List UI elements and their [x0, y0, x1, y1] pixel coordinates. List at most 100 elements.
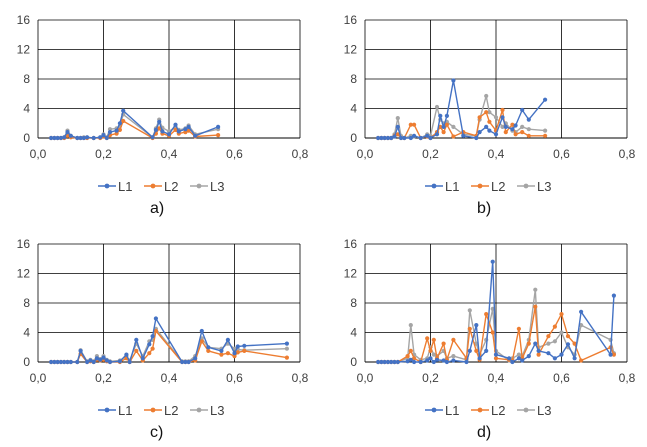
data-point-L2: [611, 352, 616, 357]
data-point-L1: [52, 135, 57, 141]
data-point-L1: [55, 135, 60, 141]
data-point-L2: [579, 358, 584, 363]
data-point-L1: [425, 133, 430, 138]
data-point-L2: [425, 336, 430, 341]
data-point-L1: [91, 135, 96, 141]
x-tick-label: 0,4: [161, 147, 178, 161]
chart-caption-c: c): [150, 424, 164, 441]
data-point-L2: [232, 354, 237, 359]
legend-label-L2: L2: [164, 179, 178, 194]
data-point-L2: [510, 122, 515, 127]
y-tick-label: 12: [17, 43, 31, 57]
data-point-L1: [444, 359, 449, 365]
data-point-L2: [467, 326, 472, 331]
data-point-L1: [382, 135, 387, 141]
data-point-L2: [206, 348, 211, 353]
chart-c: 0 4 8 12 16 0,0 0,2 0,4 0,6 0,8 L1 L2 L3: [17, 237, 309, 418]
data-point-L1: [389, 359, 394, 365]
data-point-L1: [395, 359, 400, 365]
data-point-L1: [219, 348, 224, 353]
data-point-L1: [58, 359, 64, 365]
x-tick-label: 0,6: [226, 147, 243, 161]
data-point-L1: [101, 133, 106, 138]
x-tick-label: 0,2: [95, 371, 112, 385]
data-point-L1: [140, 356, 145, 361]
legend-label-L2: L2: [491, 403, 505, 418]
chart-b: 0 4 8 12 16 0,0 0,2 0,4 0,6 0,8 L1 L2 L3: [344, 13, 636, 194]
data-point-L1: [117, 121, 122, 126]
data-point-L2: [219, 352, 224, 357]
data-point-L1: [395, 124, 400, 129]
data-point-L2: [484, 110, 489, 115]
data-point-L1: [193, 356, 198, 361]
data-point-L1: [81, 135, 86, 141]
data-point-L2: [395, 132, 400, 137]
data-point-L1: [520, 358, 525, 363]
data-point-L1: [117, 359, 122, 364]
data-point-L3: [516, 352, 521, 357]
legend-marker-L3: [196, 183, 202, 189]
data-point-L2: [565, 334, 571, 339]
data-point-L1: [62, 135, 67, 140]
data-point-L1: [173, 122, 178, 127]
data-point-L1: [49, 135, 54, 141]
x-tick-label: 0,4: [161, 371, 178, 385]
legend-marker-L3: [196, 407, 202, 413]
data-point-L2: [474, 348, 479, 353]
data-point-L2: [114, 131, 119, 136]
data-point-L3: [434, 104, 440, 110]
data-point-L1: [451, 358, 456, 363]
data-point-L1: [392, 359, 397, 365]
data-point-L1: [493, 352, 499, 357]
data-point-L1: [62, 359, 67, 365]
chart-caption-b: b): [477, 200, 492, 217]
chart-d: 0 4 8 12 16 0,0 0,2 0,4 0,6 0,8 L1 L2 L3: [344, 237, 636, 418]
data-point-L3: [484, 93, 489, 99]
data-point-L1: [552, 356, 557, 361]
data-point-L2: [543, 133, 548, 138]
data-point-L2: [186, 128, 191, 133]
data-point-L1: [559, 352, 564, 357]
data-point-L1: [124, 352, 129, 357]
data-point-L1: [121, 108, 126, 113]
data-point-L1: [487, 128, 492, 133]
x-tick-label: 0,2: [422, 147, 439, 161]
legend: L1 L2 L3: [425, 179, 551, 194]
data-point-L3: [500, 124, 505, 129]
data-point-L1: [565, 342, 571, 347]
legend: L1 L2 L3: [98, 179, 224, 194]
y-tick-label: 16: [17, 237, 31, 251]
data-point-L3: [395, 116, 400, 121]
data-point-L1: [503, 124, 508, 129]
data-point-L1: [199, 328, 204, 334]
data-point-L2: [412, 356, 417, 361]
data-point-L1: [546, 351, 551, 356]
y-tick-label: 12: [344, 43, 358, 57]
data-point-L2: [157, 126, 162, 131]
legend-marker-L1: [104, 407, 110, 413]
data-point-L1: [484, 124, 489, 129]
x-tick-label: 0,0: [30, 371, 47, 385]
data-point-L2: [559, 312, 564, 317]
data-point-L1: [526, 117, 531, 122]
data-point-L1: [379, 135, 384, 141]
data-point-L2: [412, 122, 417, 127]
data-point-L1: [104, 135, 109, 141]
data-point-L3: [467, 308, 472, 313]
chart-a: 0 4 8 12 16 0,0 0,2 0,4 0,6 0,8 L1 L2 L3: [17, 13, 309, 194]
data-point-L2: [520, 130, 525, 135]
y-tick-label: 4: [23, 326, 30, 340]
legend-label-L1: L1: [445, 179, 459, 194]
data-point-L1: [464, 359, 469, 365]
legend-marker-L1: [104, 183, 110, 189]
grid: [364, 19, 628, 139]
data-point-L1: [107, 130, 113, 135]
legend-label-L1: L1: [118, 403, 132, 418]
data-point-L2: [484, 312, 489, 317]
data-point-L1: [507, 356, 512, 361]
data-point-L1: [500, 115, 505, 120]
data-point-L1: [451, 78, 456, 83]
data-point-L1: [88, 358, 93, 363]
data-point-L3: [559, 330, 564, 335]
data-point-L1: [206, 345, 211, 350]
